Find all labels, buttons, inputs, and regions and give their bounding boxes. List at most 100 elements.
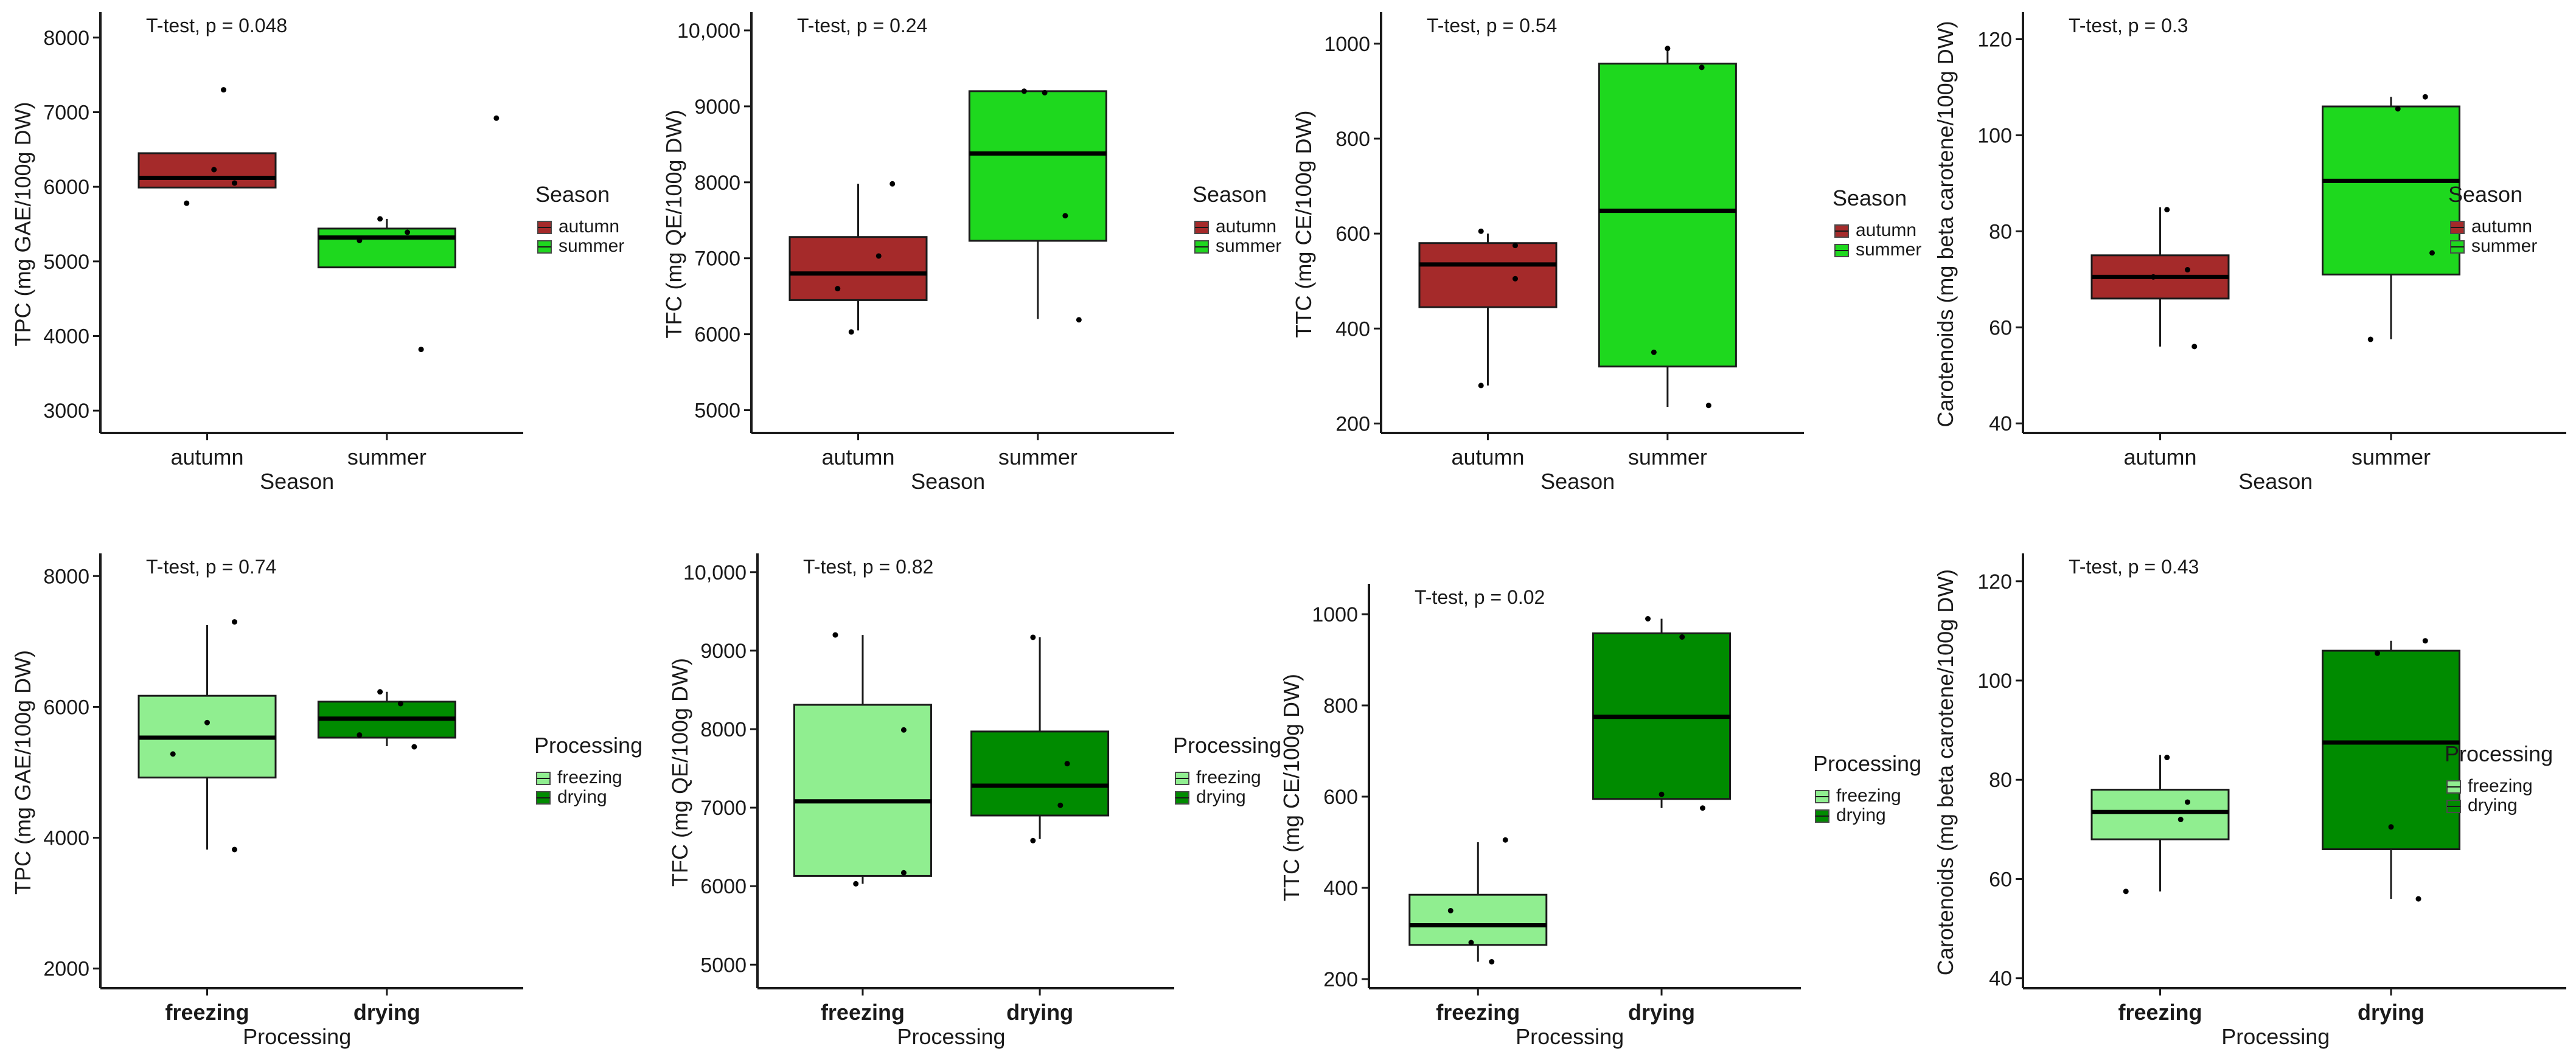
ttest-annotation: T-test, p = 0.82 <box>803 556 933 578</box>
legend-label-drying: drying <box>557 787 607 807</box>
data-point <box>2367 336 2373 342</box>
x-tick-label: freezing <box>1436 1000 1520 1025</box>
data-point <box>1021 88 1027 94</box>
y-tick-label: 7000 <box>694 248 740 271</box>
data-point <box>2375 650 2381 656</box>
legend-title: Season <box>1192 182 1267 207</box>
y-tick-label: 60 <box>1989 316 2012 339</box>
y-tick-label: 120 <box>1977 28 2012 51</box>
legend-label-autumn: autumn <box>1856 220 1916 240</box>
legend-label-autumn: autumn <box>1216 216 1276 237</box>
y-axis-label: TPC (mg GAE/100g DW) <box>10 650 35 895</box>
data-point <box>357 732 363 738</box>
y-axis-label: TTC (mg CE/100g DW) <box>1279 674 1304 901</box>
x-axis-label: Season <box>911 469 985 494</box>
data-point <box>1512 243 1518 249</box>
legend-label-freezing: freezing <box>1196 767 1261 788</box>
panel-4: 40 60 80 100 120 Carotenoids (mg beta caroten… <box>1933 12 2566 494</box>
x-tick-label: summer <box>2351 445 2431 469</box>
data-point <box>1645 616 1651 622</box>
y-tick-label: 3000 <box>43 400 89 423</box>
data-point <box>2177 817 2184 823</box>
data-point <box>418 347 424 353</box>
y-tick-label: 800 <box>1323 694 1358 718</box>
data-point <box>2123 888 2129 895</box>
y-tick-label: 6000 <box>43 696 89 719</box>
ttest-annotation: T-test, p = 0.24 <box>797 15 927 36</box>
box-summer <box>1598 63 1737 368</box>
legend-label-summer: summer <box>559 236 624 256</box>
data-point <box>2429 250 2435 256</box>
data-point <box>1076 317 1082 323</box>
data-point <box>1447 908 1453 913</box>
data-point <box>1478 228 1484 234</box>
x-axis-label: Processing <box>1516 1024 1624 1049</box>
y-axis-label: TFC (mg QE/100g DW) <box>661 109 686 338</box>
data-point <box>2184 799 2190 805</box>
legend-label-freezing: freezing <box>1836 786 1901 806</box>
data-point <box>377 689 383 695</box>
data-point <box>231 180 237 186</box>
data-point <box>397 701 403 707</box>
data-point <box>2395 106 2401 112</box>
y-tick-label: 40 <box>1989 412 2012 435</box>
data-point <box>1651 349 1657 355</box>
y-tick-label: 6000 <box>694 324 740 347</box>
x-tick-label: freezing <box>821 1000 905 1025</box>
y-tick-label: 6000 <box>700 875 747 898</box>
data-point <box>1064 761 1070 767</box>
data-point <box>231 619 237 625</box>
box-autumn <box>138 152 277 189</box>
data-point <box>184 200 190 206</box>
box-freezing <box>2090 789 2230 840</box>
x-axis-label: Season <box>2238 469 2313 494</box>
box-autumn <box>1418 242 1558 308</box>
y-tick-label: 100 <box>1977 670 2012 693</box>
data-point <box>832 632 838 638</box>
y-tick-label: 1000 <box>1312 603 1358 626</box>
x-tick-label: freezing <box>2118 1000 2202 1025</box>
y-tick-label: 80 <box>1989 220 2012 243</box>
y-tick-label: 120 <box>1977 570 2012 594</box>
panel-7: 200 400 600 800 1000 TTC (mg CE/100g DW) T-tes… <box>1279 584 1921 1049</box>
y-tick-label: 4000 <box>43 325 89 348</box>
y-tick-label: 400 <box>1335 317 1370 341</box>
x-tick-label: summer <box>347 445 426 469</box>
box-freezing <box>1408 893 1548 946</box>
data-point <box>170 751 176 757</box>
y-tick-label: 100 <box>1977 124 2012 147</box>
data-point <box>1502 837 1508 843</box>
y-tick-label: 8000 <box>694 171 740 195</box>
legend-label-summer: summer <box>2471 236 2537 256</box>
y-axis-label: TPC (mg GAE/100g DW) <box>10 102 35 346</box>
x-axis-label: Season <box>1540 469 1615 494</box>
data-point <box>889 181 896 187</box>
panel-8: 40 60 80 100 120 Carotenoids (mg beta caroten… <box>1933 553 2566 1049</box>
x-tick-label: autumn <box>821 445 894 469</box>
data-point <box>2422 94 2428 100</box>
data-point <box>2422 638 2428 644</box>
data-point <box>405 229 411 235</box>
data-point <box>211 167 217 173</box>
data-point <box>2191 344 2198 350</box>
data-point <box>1030 837 1036 843</box>
data-point <box>1700 805 1706 811</box>
y-tick-label: 600 <box>1335 223 1370 246</box>
legend-label-summer: summer <box>1856 240 1921 260</box>
y-tick-label: 5000 <box>694 400 740 423</box>
y-tick-label: 7000 <box>700 797 747 820</box>
panel-2: 5000 6000 7000 8000 9000 10,000 TFC (mg QE/100… <box>661 12 1281 494</box>
data-point <box>900 870 907 876</box>
data-point <box>2388 824 2394 830</box>
data-point <box>1030 634 1036 640</box>
data-point <box>1512 275 1518 282</box>
legend-label-autumn: autumn <box>559 216 619 237</box>
data-point <box>2164 755 2170 761</box>
legend-title: Processing <box>1173 733 1281 758</box>
